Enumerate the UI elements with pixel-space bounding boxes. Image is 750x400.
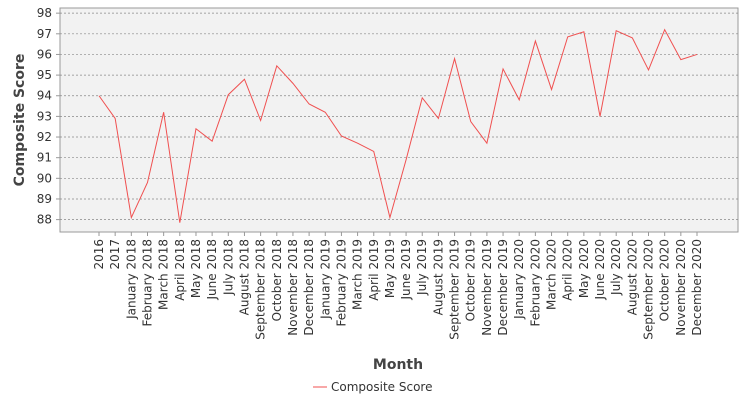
x-tick-label: October 2020: [658, 239, 672, 321]
y-tick-label: 96: [37, 47, 52, 61]
x-tick-label: November 2018: [286, 239, 300, 336]
x-axis-label: Month: [373, 357, 423, 373]
x-tick-label: June 2019: [399, 239, 413, 301]
x-tick-label: December 2020: [690, 239, 704, 336]
x-tick-label: 2016: [92, 239, 106, 270]
x-tick-label: June 2018: [205, 239, 219, 301]
x-tick-label: March 2020: [545, 239, 559, 310]
x-tick-label: February 2020: [528, 239, 542, 327]
x-tick-label: June 2020: [593, 239, 607, 301]
x-tick-label: July 2019: [415, 239, 429, 296]
x-tick-label: September 2019: [448, 239, 462, 340]
x-tick-label: May 2018: [189, 239, 203, 298]
x-tick-label: October 2019: [464, 239, 478, 321]
x-tick-label: February 2019: [334, 239, 348, 327]
plot-area: [59, 7, 739, 233]
data-line: [98, 28, 698, 223]
x-tick-label: December 2018: [302, 239, 316, 336]
y-tick-label: 94: [37, 89, 52, 103]
y-tick-label: 89: [37, 192, 52, 206]
x-tick-label: August 2020: [625, 239, 639, 315]
x-tick-label: January 2018: [124, 239, 138, 320]
x-tick-label: February 2018: [140, 239, 154, 327]
y-tick-label: 97: [37, 27, 52, 41]
legend-label: Composite Score: [331, 380, 432, 394]
x-tick-label: November 2020: [674, 239, 688, 336]
x-tick-label: December 2019: [496, 239, 510, 336]
y-tick-label: 95: [37, 68, 52, 82]
y-tick-label: 93: [37, 109, 52, 123]
x-tick-label: April 2020: [561, 239, 575, 301]
x-tick-label: 2017: [108, 239, 122, 270]
x-tick-label: November 2019: [480, 239, 494, 336]
y-tick-label: 88: [37, 213, 52, 227]
x-tick-label: September 2018: [254, 239, 268, 340]
x-tick-label: April 2018: [173, 239, 187, 301]
x-tick-label: May 2019: [383, 239, 397, 298]
x-tick-label: May 2020: [577, 239, 591, 298]
x-tick-label: July 2020: [609, 239, 623, 296]
x-tick-label: March 2018: [157, 239, 171, 310]
x-tick-label: October 2018: [270, 239, 284, 321]
x-tick-label: March 2019: [351, 239, 365, 310]
x-tick-label: January 2019: [318, 239, 332, 320]
x-tick-label: August 2019: [431, 239, 445, 315]
x-tick-label: January 2020: [512, 239, 526, 320]
y-tick-label: 91: [37, 151, 52, 165]
y-tick-label: 90: [37, 171, 52, 185]
x-tick-label: April 2019: [367, 239, 381, 301]
x-tick-label: July 2018: [221, 239, 235, 296]
x-tick-label: August 2018: [237, 239, 251, 315]
y-axis-label: Composite Score: [12, 54, 28, 187]
y-tick-label: 92: [37, 130, 52, 144]
x-tick-label: September 2020: [642, 239, 656, 340]
y-tick-label: 98: [37, 6, 52, 20]
